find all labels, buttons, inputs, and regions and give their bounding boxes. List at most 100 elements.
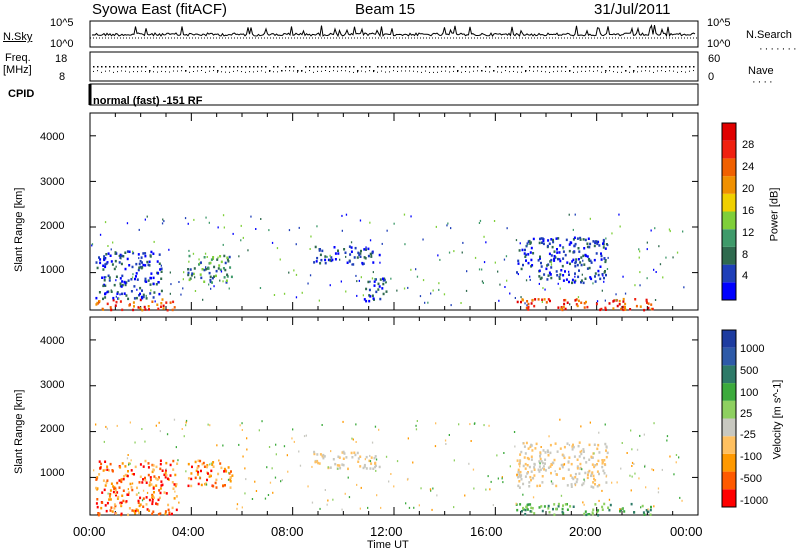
vel-echo-cell (351, 437, 353, 440)
vel-echo-cell (571, 445, 574, 448)
power-echo-cell (319, 253, 322, 257)
power-echo-cell (422, 279, 425, 282)
vel-echo-cell (541, 461, 544, 465)
power-echo-cell (572, 228, 574, 231)
power-echo-cell (551, 245, 554, 249)
vel-echo-cell (114, 487, 117, 490)
nave-point (641, 70, 642, 72)
vel-echo-cell (608, 498, 611, 501)
vel-echo-cell (405, 502, 407, 505)
freq-point (237, 66, 239, 68)
power-echo-cell (187, 271, 190, 275)
power-echo-cell (340, 280, 342, 283)
vel-echo-cell (165, 461, 168, 465)
power-echo-cell (152, 252, 155, 255)
power-echo-cell (118, 261, 121, 264)
power-echo-cell (189, 268, 192, 271)
power-echo-cell (381, 287, 384, 290)
power-echo-cell (518, 249, 521, 252)
nave-point (657, 70, 658, 72)
freq-point (669, 66, 671, 68)
power-echo-cell (199, 273, 202, 276)
nave-point (445, 70, 446, 72)
vel-echo-cell (598, 483, 601, 487)
vel-echo-cell (533, 468, 536, 471)
power-echo-cell (121, 283, 124, 287)
freq-point (681, 66, 683, 68)
freq-point (245, 66, 247, 68)
nsearch-label: N.Search (746, 29, 792, 41)
vel-echo-cell (154, 477, 157, 480)
power-echo-cell (639, 271, 641, 274)
vel-cbar-tick-1000: 1000 (740, 343, 765, 355)
freq-point (289, 66, 291, 68)
freq-point (333, 66, 335, 68)
vel-echo-cell (264, 497, 267, 500)
vel-echo-cell (139, 463, 142, 466)
power-echo-cell (160, 277, 163, 280)
power-echo-cell (522, 263, 524, 267)
vel-echo-cell (105, 481, 108, 484)
power-echo-cell (329, 258, 331, 262)
vel-echo-cell (209, 424, 211, 427)
power-echo-cell (562, 305, 565, 309)
nave-point (493, 70, 494, 72)
power-echo-cell (124, 251, 127, 254)
power-echo-cell (533, 304, 536, 308)
nave-point (669, 70, 670, 72)
vel-echo-cell (111, 469, 114, 472)
freq-point (685, 66, 687, 68)
vel-echo-cell (220, 466, 223, 470)
freq-point (657, 66, 659, 68)
vel-echo-cell (622, 507, 624, 510)
power-echo-cell (211, 281, 213, 284)
xtick-0000-end: 00:00 (670, 524, 703, 539)
power-echo-cell (217, 267, 220, 270)
vel-echo-cell (591, 456, 594, 459)
vel-echo-cell (562, 463, 565, 466)
nave-point (149, 71, 150, 73)
vel-echo-cell (374, 464, 377, 467)
power-echo-cell (604, 260, 607, 264)
nave-point (489, 71, 490, 73)
vel-echo-cell (605, 475, 607, 478)
vel-echo-cell (145, 496, 148, 499)
power-echo-cell (190, 274, 193, 277)
power-echo-cell (362, 262, 365, 265)
vel-echo-cell (100, 506, 103, 510)
power-echo-cell (597, 273, 600, 277)
vel-echo-cell (363, 463, 366, 467)
vel-echo-cell (573, 455, 576, 458)
power-echo-cell (385, 290, 388, 293)
power-echo-cell (104, 263, 107, 266)
power-echo-cell (602, 274, 604, 277)
power-echo-cell (587, 237, 590, 240)
power-echo-cell (166, 309, 169, 312)
vel-echo-cell (526, 456, 529, 460)
vel-echo-cell (501, 476, 503, 479)
vel-echo-cell (448, 434, 450, 436)
vel-echo-cell (155, 484, 158, 487)
vel-echo-cell (519, 465, 521, 468)
vel-colorbar-frame (721, 329, 737, 508)
vel-echo-cell (99, 467, 102, 470)
power-echo-cell (493, 220, 496, 222)
vel-echo-cell (109, 509, 112, 512)
nave-point (637, 71, 638, 73)
power-echo-cell (146, 260, 149, 264)
vel-echo-cell (539, 462, 541, 465)
vel-echo-cell (474, 422, 476, 425)
freq-point (457, 70, 459, 72)
vel-echo-cell (172, 468, 175, 471)
power-echo-cell (91, 243, 94, 246)
vel-echo-cell (546, 449, 549, 452)
vel-echo-cell (334, 462, 337, 466)
power-echo-cell (127, 297, 130, 301)
nave-point (209, 70, 210, 72)
power-echo-cell (183, 271, 185, 274)
vel-echo-cell (596, 510, 599, 514)
power-echo-cell (525, 259, 527, 262)
power-echo-cell (145, 297, 148, 300)
vel-echo-cell (292, 428, 294, 431)
power-echo-cell (562, 250, 565, 253)
